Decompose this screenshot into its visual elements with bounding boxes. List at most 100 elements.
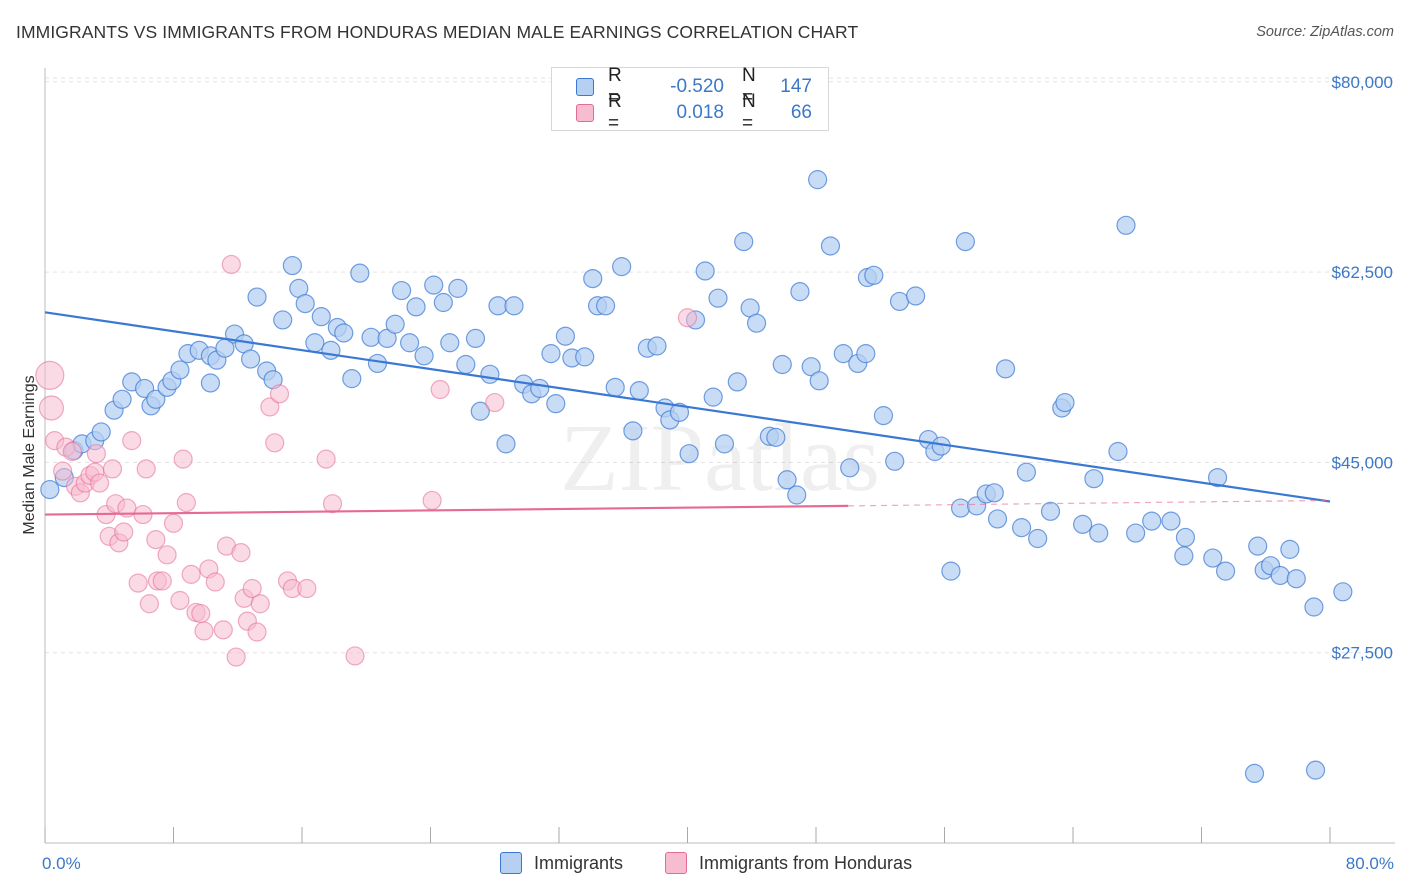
n-label: N = <box>742 65 756 108</box>
data-point-immigrants <box>1040 501 1061 521</box>
data-point-honduras <box>297 578 317 599</box>
data-point-honduras <box>86 444 107 464</box>
legend-row-honduras: R = 0.018 N = 66 <box>576 91 812 134</box>
y-tick-label: $45,000 <box>1332 453 1393 472</box>
data-point-honduras <box>677 308 698 328</box>
y-tick-label: $27,500 <box>1332 644 1393 663</box>
data-point-immigrants <box>1175 527 1196 548</box>
data-point-honduras <box>35 360 65 390</box>
data-point-immigrants <box>987 509 1008 529</box>
data-point-honduras <box>250 594 270 614</box>
data-point-immigrants <box>342 369 362 389</box>
data-point-immigrants <box>575 347 595 367</box>
data-point-immigrants <box>984 483 1004 503</box>
data-point-immigrants <box>955 232 975 252</box>
data-point-immigrants <box>746 313 767 333</box>
data-point-immigrants <box>1333 582 1353 602</box>
data-point-immigrants <box>367 353 388 374</box>
trend-layer <box>44 311 1331 516</box>
data-point-honduras <box>485 392 505 413</box>
data-point-honduras <box>194 621 214 641</box>
data-point-honduras <box>163 513 184 533</box>
data-point-immigrants <box>170 360 190 380</box>
data-point-immigrants <box>1286 569 1306 589</box>
data-point-honduras <box>90 473 110 493</box>
data-point-immigrants <box>595 296 616 316</box>
data-point-immigrants <box>112 389 132 409</box>
data-point-immigrants <box>734 232 754 252</box>
data-point-immigrants <box>623 421 643 441</box>
data-point-immigrants <box>856 344 876 364</box>
legend-item-honduras[interactable]: Immigrants from Honduras <box>665 852 912 874</box>
data-point-immigrants <box>1203 548 1223 568</box>
data-point-immigrants <box>400 333 420 353</box>
data-point-immigrants <box>414 346 434 366</box>
data-point-immigrants <box>679 444 699 464</box>
n-value: 66 <box>790 102 812 123</box>
data-point-immigrants <box>282 255 302 276</box>
data-point-honduras <box>430 379 450 400</box>
data-point-honduras <box>226 647 246 667</box>
data-point-immigrants <box>833 344 853 364</box>
legend-row-immigrants: R = -0.520 N = 147 <box>576 65 812 108</box>
data-point-immigrants <box>295 294 315 314</box>
data-point-immigrants <box>1174 546 1194 566</box>
data-point-immigrants <box>470 401 490 421</box>
data-point-immigrants <box>995 359 1016 379</box>
data-point-immigrants <box>777 470 797 490</box>
data-point-honduras <box>136 459 156 479</box>
legend-swatch-blue <box>576 78 594 96</box>
data-point-immigrants <box>695 261 715 281</box>
data-point-immigrants <box>787 485 807 505</box>
data-point-honduras <box>316 449 336 469</box>
data-point-immigrants <box>647 336 667 356</box>
data-point-honduras <box>122 431 142 451</box>
series-layer <box>35 170 1353 784</box>
data-point-immigrants <box>247 287 267 307</box>
data-point-immigrants <box>669 402 690 422</box>
data-point-honduras <box>265 433 285 453</box>
data-point-honduras <box>114 522 134 542</box>
data-point-honduras <box>221 254 241 275</box>
data-point-honduras <box>247 622 267 642</box>
data-point-honduras <box>53 461 73 481</box>
data-point-honduras <box>191 603 211 624</box>
legend-swatch-pink <box>576 104 594 122</box>
data-point-immigrants <box>465 328 486 348</box>
data-point-immigrants <box>305 333 325 353</box>
series-immigrants <box>40 170 1353 784</box>
data-point-immigrants <box>583 268 603 289</box>
data-point-immigrants <box>708 288 728 308</box>
data-point-immigrants <box>424 275 444 295</box>
data-point-immigrants <box>1161 511 1181 531</box>
data-point-honduras <box>38 395 65 421</box>
legend-item-immigrants[interactable]: Immigrants <box>500 852 623 874</box>
trend-line-honduras-extrapolated <box>848 499 1331 507</box>
x-tick-label: 0.0% <box>42 854 81 873</box>
data-point-immigrants <box>555 326 576 346</box>
data-point-immigrants <box>766 427 786 447</box>
series-legend: Immigrants Immigrants from Honduras <box>0 852 1406 878</box>
data-point-immigrants <box>605 377 625 397</box>
data-point-immigrants <box>1304 597 1324 617</box>
legend-swatch-pink <box>665 852 687 874</box>
data-point-honduras <box>139 594 160 614</box>
data-point-immigrants <box>1089 523 1109 543</box>
data-point-immigrants <box>808 170 828 190</box>
data-point-immigrants <box>941 561 961 581</box>
data-point-honduras <box>231 543 251 563</box>
data-point-honduras <box>260 397 280 417</box>
data-point-immigrants <box>714 434 735 454</box>
data-point-immigrants <box>1126 523 1146 543</box>
data-point-immigrants <box>385 314 405 334</box>
data-point-immigrants <box>541 344 561 364</box>
source-label: Source: ZipAtlas.com <box>1256 24 1394 40</box>
data-point-immigrants <box>241 349 261 369</box>
data-point-immigrants <box>480 364 500 384</box>
data-point-immigrants <box>440 333 460 353</box>
data-point-immigrants <box>1084 469 1104 489</box>
data-point-immigrants <box>1215 561 1236 581</box>
data-point-immigrants <box>1011 518 1032 538</box>
data-point-immigrants <box>311 307 331 327</box>
